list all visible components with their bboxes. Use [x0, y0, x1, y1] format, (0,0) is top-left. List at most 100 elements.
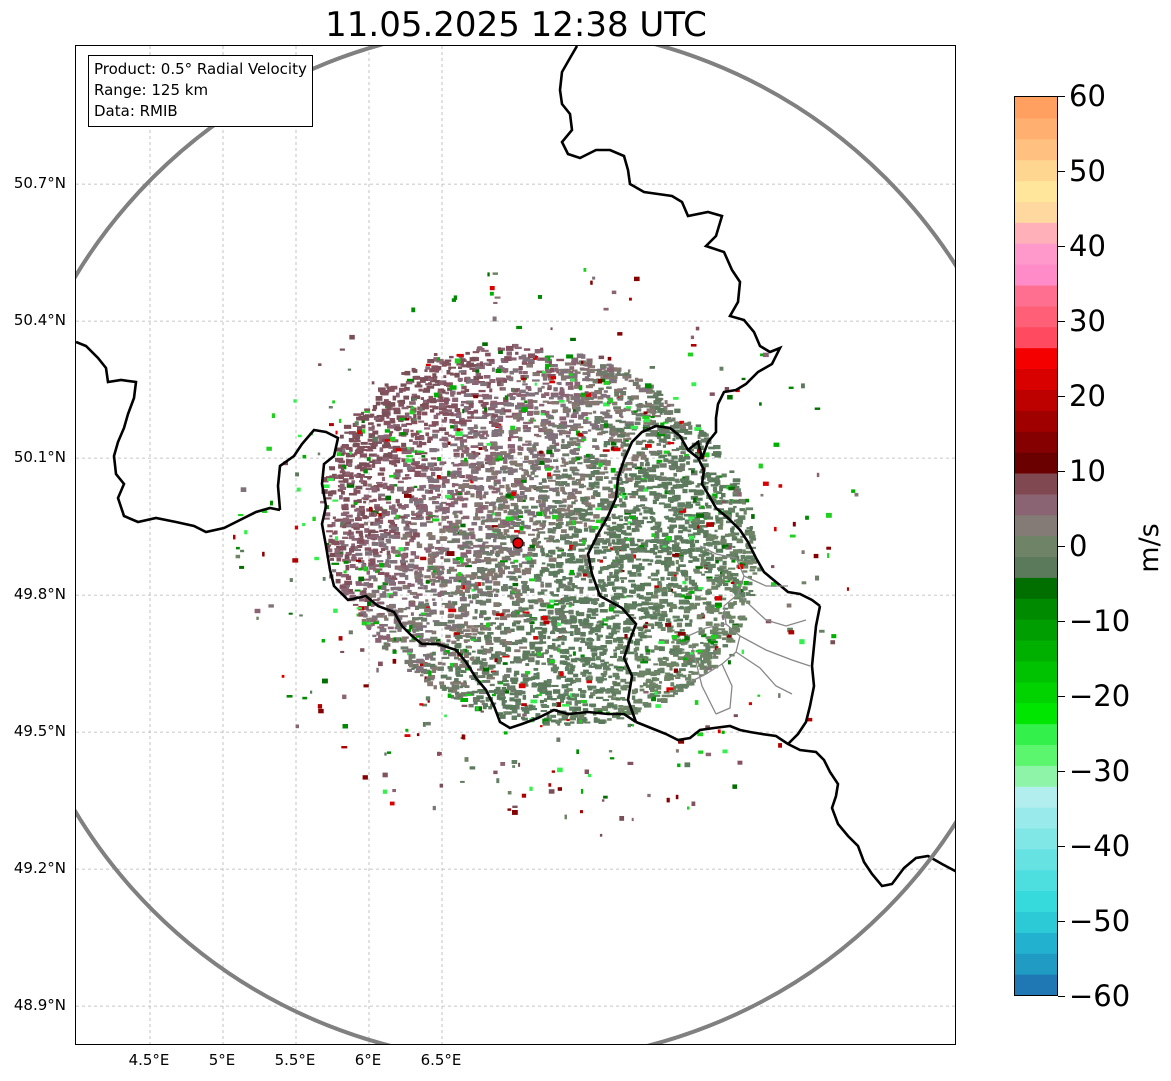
radar-echo-pixel	[533, 425, 540, 428]
radar-echo-pixel	[426, 385, 435, 389]
radar-echo-pixel	[626, 437, 632, 440]
radar-echo-pixel	[332, 499, 339, 502]
radar-echo-pixel	[576, 572, 582, 577]
radar-echo-pixel	[502, 609, 510, 613]
radar-echo-pixel	[522, 357, 530, 362]
radar-echo-pixel	[560, 655, 567, 658]
radar-echo-pixel	[509, 509, 515, 514]
radar-echo-pixel	[735, 623, 743, 626]
radar-echo-pixel	[481, 658, 487, 662]
radar-echo-pixel	[569, 717, 577, 721]
radar-echo-pixel	[485, 381, 492, 385]
radar-echo-pixel	[554, 449, 561, 452]
radar-map[interactable]	[75, 45, 956, 1045]
radar-echo-pixel	[393, 586, 401, 591]
radar-echo-pixel	[700, 641, 704, 644]
radar-echo-pixel	[446, 382, 453, 387]
radar-echo-pixel	[435, 638, 441, 643]
radar-echo-pixel	[392, 395, 397, 401]
radar-echo-pixel	[501, 639, 507, 643]
radar-echo-pixel	[684, 573, 689, 578]
radar-echo-pixel	[570, 449, 577, 455]
radar-echo-pixel	[629, 537, 635, 543]
radar-echo-pixel	[539, 699, 544, 704]
radar-echo-pixel	[487, 413, 495, 416]
radar-echo-pixel	[639, 634, 648, 639]
radar-echo-pixel	[434, 565, 438, 570]
radar-echo-pixel	[471, 521, 478, 526]
radar-echo-pixel	[666, 674, 672, 680]
radar-echo-pixel	[525, 469, 529, 472]
radar-echo-pixel	[477, 570, 486, 574]
radar-echo-pixel	[646, 669, 651, 673]
radar-echo-pixel	[460, 698, 469, 702]
radar-echo-pixel	[392, 591, 398, 597]
radar-echo-pixel	[382, 591, 387, 596]
radar-echo-pixel	[541, 373, 545, 377]
radar-echo-pixel	[451, 640, 457, 645]
radar-echo-pixel	[552, 689, 561, 694]
radar-echo-pixel	[574, 530, 581, 534]
radar-echo-pixel	[580, 392, 587, 397]
radar-echo-pixel	[419, 380, 426, 383]
radar-echo-pixel	[356, 472, 361, 477]
radar-echo-pixel	[541, 615, 548, 621]
radar-echo-pixel	[363, 480, 368, 485]
radar-echo-pixel	[441, 484, 446, 488]
radar-echo-pixel	[475, 372, 481, 377]
radar-echo-pixel	[564, 722, 569, 725]
radar-echo-pixel	[378, 415, 385, 418]
radar-echo-pixel	[519, 646, 528, 649]
radar-echo-pixel	[634, 525, 639, 531]
radar-echo-pixel	[454, 656, 459, 660]
radar-echo-pixel	[653, 663, 659, 666]
radar-echo-pixel	[620, 415, 624, 419]
radar-echo-pixel	[617, 667, 624, 672]
radar-echo-pixel	[450, 501, 457, 504]
radar-echo-pixel	[478, 365, 485, 370]
radar-echo-pixel	[588, 476, 593, 481]
radar-echo-pixel	[464, 580, 472, 586]
radar-echo-pixel	[379, 563, 385, 568]
radar-echo-pixel	[605, 471, 609, 474]
radar-echo-pixel	[485, 525, 490, 528]
radar-echo-pixel	[675, 670, 682, 674]
radar-echo-pixel	[466, 560, 472, 563]
radar-echo-pixel	[465, 693, 471, 697]
radar-echo-pixel	[380, 392, 384, 395]
radar-echo-pixel	[569, 667, 575, 672]
radar-echo-pixel	[683, 608, 688, 612]
radar-echo-pixel	[447, 441, 451, 445]
radar-echo-pixel	[620, 391, 627, 396]
radar-echo-pixel	[613, 589, 617, 592]
radar-echo-pixel	[375, 401, 381, 406]
radar-echo-pixel	[660, 698, 666, 703]
radar-echo-pixel	[522, 586, 527, 591]
radar-echo-pixel	[516, 589, 521, 594]
radar-echo-pixel	[657, 581, 662, 585]
radar-echo-pixel	[490, 518, 495, 521]
radar-echo-pixel	[553, 387, 558, 392]
radar-echo-pixel	[372, 548, 379, 553]
radar-echo-pixel	[488, 485, 493, 488]
radar-echo-pixel	[712, 626, 719, 632]
radar-echo-pixel	[556, 587, 560, 593]
radar-echo-pixel	[386, 550, 391, 556]
radar-echo-pixel	[658, 641, 665, 645]
radar-echo-pixel	[385, 501, 392, 504]
radar-echo-pixel	[395, 426, 400, 432]
radar-echo-pixel	[557, 522, 564, 525]
radar-echo-pixel	[478, 691, 487, 695]
radar-echo-pixel	[706, 522, 714, 527]
radar-echo-pixel	[477, 493, 481, 497]
radar-echo-pixel	[722, 614, 731, 618]
radar-echo-pixel	[411, 393, 417, 397]
radar-echo-pixel	[424, 404, 429, 410]
radar-echo-pixel	[602, 449, 610, 452]
radar-echo-pixel	[632, 454, 640, 459]
radar-echo-pixel	[407, 652, 413, 656]
radar-echo-pixel	[529, 544, 535, 549]
radar-echo-pixel	[627, 521, 632, 525]
radar-echo-pixel	[636, 586, 645, 592]
radar-echo-pixel	[589, 598, 597, 602]
